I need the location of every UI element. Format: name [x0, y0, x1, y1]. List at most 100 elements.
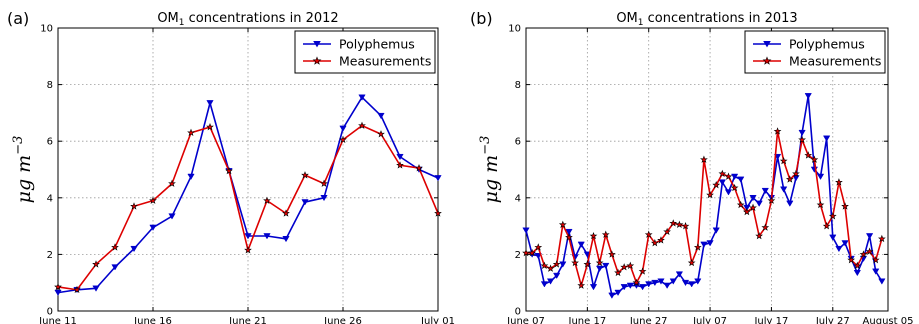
y-tick-label: 0	[47, 307, 53, 318]
data-point	[111, 243, 119, 251]
data-point	[706, 190, 714, 199]
data-point	[620, 263, 629, 271]
x-tick-label: July 01	[420, 316, 455, 324]
data-point	[358, 94, 366, 101]
data-point	[841, 240, 849, 247]
y-tick-label: 0	[515, 307, 521, 318]
data-point	[657, 236, 665, 244]
data-point	[571, 258, 579, 267]
data-point	[865, 247, 874, 255]
x-tick-label: June 11	[38, 316, 77, 324]
data-point	[589, 231, 598, 240]
data-point	[187, 128, 195, 136]
data-point	[583, 260, 592, 268]
data-point	[749, 203, 757, 211]
data-point	[737, 176, 745, 183]
data-point	[730, 183, 739, 192]
data-point	[694, 278, 702, 285]
data-point	[688, 281, 696, 288]
y-tick-label: 8	[47, 80, 53, 91]
data-point	[878, 278, 886, 285]
data-point	[358, 121, 366, 129]
data-point	[645, 281, 653, 288]
data-point	[602, 262, 610, 270]
data-point	[724, 189, 733, 196]
y-tick-label: 10	[508, 24, 521, 35]
data-point	[54, 289, 62, 296]
data-point	[626, 282, 634, 289]
data-point	[730, 173, 739, 180]
data-point	[712, 181, 721, 189]
x-tick-label: July 27	[815, 316, 850, 324]
data-point	[755, 231, 764, 240]
data-point	[681, 279, 690, 287]
legend-label: Polyphemus	[339, 37, 415, 52]
data-point	[675, 271, 684, 278]
data-point	[565, 233, 573, 241]
data-point	[828, 212, 837, 220]
data-point	[663, 282, 671, 289]
data-point	[553, 272, 561, 279]
y-tick-label: 6	[515, 137, 521, 148]
data-point	[301, 171, 309, 179]
x-tick-label: June 17	[568, 316, 607, 324]
data-point	[92, 260, 100, 268]
data-point	[829, 234, 837, 241]
data-point	[54, 282, 62, 291]
data-point	[675, 220, 684, 228]
data-point	[816, 200, 825, 209]
data-point	[534, 243, 543, 251]
legend-label: Measurements	[789, 54, 881, 69]
data-point	[669, 278, 677, 285]
data-point	[149, 196, 157, 204]
data-point	[92, 285, 100, 292]
y-tick-label: 6	[47, 137, 53, 148]
data-point	[657, 278, 665, 285]
data-point	[626, 261, 635, 270]
legend: Polyphemus Measurements	[744, 30, 886, 74]
data-point	[601, 230, 610, 238]
y-tick-label: 8	[515, 80, 521, 91]
data-point	[396, 153, 404, 161]
data-point	[841, 202, 849, 210]
data-point	[73, 285, 81, 294]
data-point	[736, 200, 745, 209]
y-axis-label: μg m−3	[11, 136, 35, 204]
data-point	[792, 169, 800, 178]
data-point	[669, 219, 678, 227]
legend-box	[744, 30, 886, 74]
data-point	[301, 199, 309, 206]
data-point	[878, 234, 886, 243]
data-point	[823, 135, 831, 142]
chart-panel-b: (b) OM1 concentrations in 2013 0 2 4 6 8 10 June…	[470, 9, 913, 324]
data-point	[263, 196, 271, 204]
data-point	[608, 250, 616, 258]
x-tick-label: June 27	[629, 316, 668, 324]
legend-box	[294, 30, 436, 74]
data-point	[377, 112, 385, 120]
data-point	[558, 220, 567, 228]
data-point	[111, 264, 119, 271]
data-point	[168, 213, 176, 220]
data-point	[681, 222, 690, 230]
data-point	[552, 260, 561, 268]
data-point	[872, 268, 880, 275]
data-point	[320, 194, 328, 202]
data-point	[206, 122, 214, 131]
data-point	[687, 258, 696, 267]
data-point	[396, 161, 404, 169]
x-tick-label: July 17	[753, 316, 788, 324]
data-point	[540, 261, 549, 270]
data-point	[853, 261, 862, 270]
y-tick-label: 2	[47, 250, 53, 261]
data-point	[608, 292, 616, 299]
data-point	[244, 233, 252, 240]
y-axis-label: μg m−3	[478, 136, 502, 204]
data-point	[168, 179, 176, 187]
data-point	[339, 135, 347, 144]
data-point	[263, 233, 271, 240]
data-point	[638, 267, 647, 275]
data-point	[786, 200, 794, 207]
data-point	[546, 278, 555, 285]
data-point	[743, 204, 751, 212]
